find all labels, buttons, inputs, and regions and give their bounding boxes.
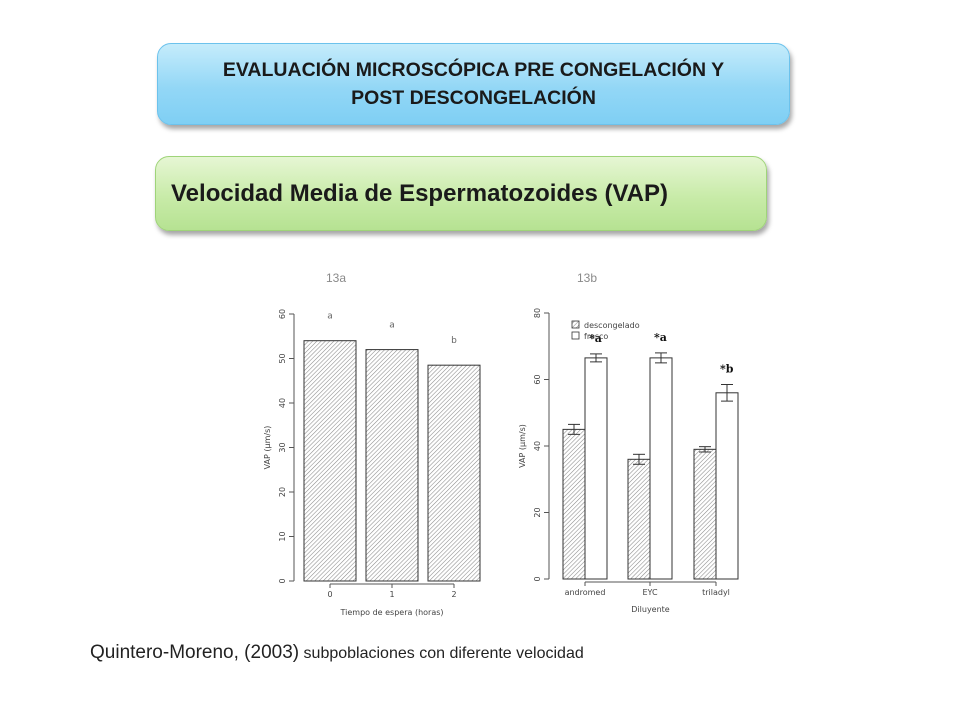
chart-13b-legend-swatch [571,331,580,340]
chart-13a-y-tick-label: 0 [278,578,287,583]
chart-13a-annotation: a [389,320,395,330]
chart-13b-bar-fresco [584,357,608,580]
chart-13a-annotation: b [451,336,457,346]
chart-13b-x-tick-label: andromed [565,588,606,597]
chart-13a-x-tick-label: 0 [327,590,332,599]
chart-13a-y-tick-label: 60 [278,309,287,319]
chart-13b: 0 20 40 60 80 VAP (µm/s) andromed *a EYC *a trilad… [518,308,739,614]
chart-13a-y-tick-label: 40 [278,398,287,408]
chart-13b-y-tick-label: 0 [533,576,542,581]
chart-13a-y-tick-label: 30 [278,442,287,452]
chart-13b-y-tick-label: 40 [533,441,542,451]
chart-13a-x-tick-label: 2 [451,590,456,599]
footer-citation-block: Quintero-Moreno, (2003) subpoblaciones c… [90,642,584,664]
figure-label-13a: 13a [326,271,347,285]
section-title-line2: POST DESCONGELACIÓN [351,87,596,109]
chart-13b-x-tick-label: EYC [642,588,658,597]
citation-text: Quintero-Moreno, (2003) [90,642,300,663]
chart-13b-legend-swatch [571,320,580,329]
chart-13b-annotation: *a [589,332,602,345]
chart-13a-x-tick-label: 1 [389,590,394,599]
chart-13a: 0 10 20 30 40 50 60 VAP (µm/s) 0 a 1 a 2 b Tiempo de e… [263,309,481,617]
chart-13b-y-tick-label: 20 [533,507,542,517]
chart-13b-bar-descongelado [627,458,651,580]
chart-13b-legend-label: fresco [584,332,608,341]
chart-13b-bar-fresco [715,392,739,580]
chart-13b-annotation: *b [720,362,734,375]
chart-13b-x-tick-label: triladyl [702,588,730,597]
chart-13a-x-axis-label: Tiempo de espera (horas) [339,608,443,617]
chart-13b-annotation: *a [654,331,667,344]
chart-13a-bar [427,364,481,582]
chart-13a-bar [303,340,357,582]
chart-13a-annotation: a [327,311,333,321]
chart-13b-bar-descongelado [562,428,586,580]
citation-note: subpoblaciones con diferente velocidad [299,645,584,662]
chart-13b-x-axis-label: Diluyente [631,605,670,614]
chart-13b-bar-descongelado [693,448,717,580]
chart-13a-y-tick-label: 20 [278,487,287,497]
chart-13a-y-axis-label: VAP (µm/s) [263,426,272,470]
chart-13b-y-tick-label: 60 [533,374,542,384]
figure-label-13b: 13b [577,271,598,285]
chart-13b-legend-label: descongelado [584,321,640,330]
chart-13a-y-tick-label: 10 [278,531,287,541]
chart-13b-bar-fresco [649,357,673,580]
section-title-banner: EVALUACIÓN MICROSCÓPICA PRE CONGELACIÓN … [157,43,790,125]
chart-13b-y-tick-label: 80 [533,308,542,318]
chart-13b-y-axis-label: VAP (µm/s) [518,424,527,468]
chart-13a-y-tick-label: 50 [278,353,287,363]
subtitle-banner: Velocidad Media de Espermatozoides (VAP) [155,156,767,231]
subtitle-text: Velocidad Media de Espermatozoides (VAP) [171,179,669,207]
chart-13a-bar [365,349,419,582]
section-title-line1: EVALUACIÓN MICROSCÓPICA PRE CONGELACIÓN … [222,59,725,81]
